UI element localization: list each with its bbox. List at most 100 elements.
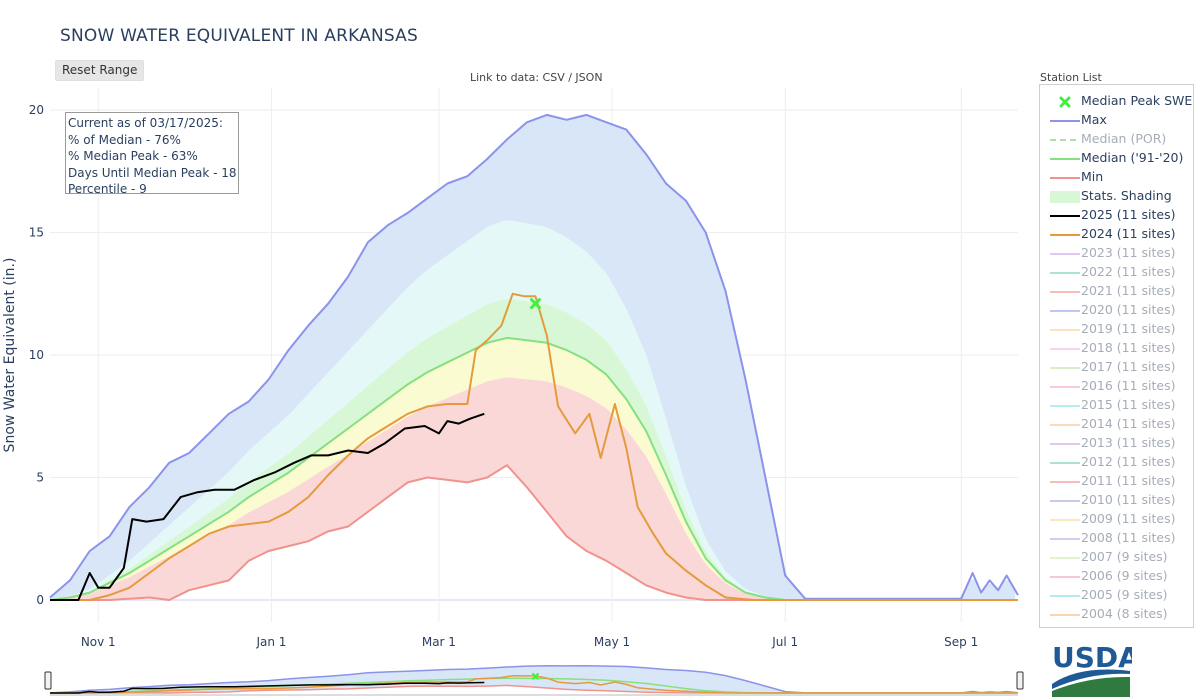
range-slider-handle-left[interactable] [44,671,52,690]
data-link[interactable]: Link to data: CSV / JSON [470,71,603,84]
legend-label: 2024 (11 sites) [1081,226,1176,241]
range-slider-peak-marker [531,672,540,680]
x-tick-label: Jul 1 [771,635,798,649]
legend-item-2006-9-sites[interactable]: 2006 (9 sites) [1040,567,1192,586]
legend-label: 2007 (9 sites) [1081,549,1168,564]
legend-swatch [1050,519,1080,521]
series-line-2025-11-sites [50,412,485,601]
legend-item-2020-11-sites[interactable]: 2020 (11 sites) [1040,301,1192,320]
legend-item-min[interactable]: Min [1040,168,1192,187]
range-slider[interactable] [44,664,1024,696]
legend-swatch [1050,614,1080,616]
usda-logo-text: USDA [1052,643,1132,674]
range-slider-line [50,674,1018,694]
legend-item-median-91-20[interactable]: Median ('91-'20) [1040,149,1192,168]
legend-item-stats-shading[interactable]: Stats. Shading [1040,187,1192,206]
legend-item-median-peak-swe[interactable]: Median Peak SWE [1040,92,1192,111]
legend-item-2016-11-sites[interactable]: 2016 (11 sites) [1040,377,1192,396]
legend-label: 2018 (11 sites) [1081,340,1176,355]
y-tick-label: 10 [29,348,44,362]
legend-swatch [1050,310,1080,312]
legend-swatch [1050,500,1080,502]
status-date-line: Current as of 03/17/2025: [68,116,223,130]
legend-label: Min [1081,169,1104,184]
legend-label: 2011 (11 sites) [1081,473,1176,488]
legend-label: 2013 (11 sites) [1081,435,1176,450]
legend-item-2017-11-sites[interactable]: 2017 (11 sites) [1040,358,1192,377]
legend-swatch [1059,96,1071,108]
legend-swatch [1050,158,1080,160]
legend-label: 2022 (11 sites) [1081,264,1176,279]
status-pct-median-peak: % Median Peak - 63% [68,149,198,163]
y-axis-title: Snow Water Equivalent (in.) [2,258,18,453]
series-line-max [49,113,1019,600]
legend-label: 2017 (11 sites) [1081,359,1176,374]
legend-item-2021-11-sites[interactable]: 2021 (11 sites) [1040,282,1192,301]
legend-item-median-por[interactable]: Median (POR) [1040,130,1192,149]
legend-item-2025-11-sites[interactable]: 2025 (11 sites) [1040,206,1192,225]
legend-label: Max [1081,112,1107,127]
station-list-link[interactable]: Station List [1040,71,1102,84]
legend-label: 2004 (8 sites) [1081,606,1168,621]
legend-item-2019-11-sites[interactable]: 2019 (11 sites) [1040,320,1192,339]
legend-item-2015-11-sites[interactable]: 2015 (11 sites) [1040,396,1192,415]
legend-item-2023-11-sites[interactable]: 2023 (11 sites) [1040,244,1192,263]
shade-band-max-90 [50,115,1016,600]
legend-label: 2019 (11 sites) [1081,321,1176,336]
y-tick-label: 20 [29,103,44,117]
legend-swatch [1050,576,1080,578]
legend-swatch [1050,253,1080,255]
legend-swatch [1050,557,1080,559]
current-status-box: Current as of 03/17/2025: % of Median - … [65,112,239,196]
status-pct-median: % of Median - 76% [68,132,181,147]
legend-label: 2016 (11 sites) [1081,378,1176,393]
usda-logo: USDA [1052,643,1132,697]
legend-item-2009-11-sites[interactable]: 2009 (11 sites) [1040,510,1192,529]
legend-swatch [1050,177,1080,179]
legend-swatch [1050,405,1080,407]
page-title: SNOW WATER EQUIVALENT IN ARKANSAS [60,26,418,46]
legend-label: 2015 (11 sites) [1081,397,1176,412]
legend-label: 2012 (11 sites) [1081,454,1176,469]
legend-swatch [1050,139,1080,141]
legend-label: Median ('91-'20) [1081,150,1184,165]
legend-item-2005-9-sites[interactable]: 2005 (9 sites) [1040,586,1192,605]
legend-swatch [1050,367,1080,369]
x-tick-label: Sep 1 [944,635,978,649]
legend-swatch [1050,538,1080,540]
legend-swatch [1050,120,1080,122]
status-days-until-peak: Days Until Median Peak - 18 [68,165,237,180]
reset-range-button[interactable]: Reset Range [55,60,145,81]
legend-label: 2009 (11 sites) [1081,511,1176,526]
x-tick-label: Mar 1 [422,635,456,649]
x-tick-label: Nov 1 [81,635,116,649]
legend-label: Median Peak SWE [1081,93,1193,108]
legend-item-2007-9-sites[interactable]: 2007 (9 sites) [1040,548,1192,567]
legend-item-2022-11-sites[interactable]: 2022 (11 sites) [1040,263,1192,282]
legend-label: 2010 (11 sites) [1081,492,1176,507]
legend-item-2014-11-sites[interactable]: 2014 (11 sites) [1040,415,1192,434]
legend-item-2008-11-sites[interactable]: 2008 (11 sites) [1040,529,1192,548]
legend-swatch [1050,272,1080,274]
series-line-min [50,464,1018,601]
range-slider-handle-right[interactable] [1016,671,1024,690]
legend-label: 2005 (9 sites) [1081,587,1168,602]
legend-item-2024-11-sites[interactable]: 2024 (11 sites) [1040,225,1192,244]
legend-item-max[interactable]: Max [1040,111,1192,130]
y-tick-label: 0 [36,593,44,607]
legend-label: 2014 (11 sites) [1081,416,1176,431]
legend-swatch [1050,386,1080,388]
x-tick-label: Jan 1 [255,635,286,649]
legend-label: 2020 (11 sites) [1081,302,1176,317]
legend-item-2010-11-sites[interactable]: 2010 (11 sites) [1040,491,1192,510]
legend-swatch [1050,234,1080,236]
legend-item-2018-11-sites[interactable]: 2018 (11 sites) [1040,339,1192,358]
legend-item-2012-11-sites[interactable]: 2012 (11 sites) [1040,453,1192,472]
legend-item-2011-11-sites[interactable]: 2011 (11 sites) [1040,472,1192,491]
legend-item-2004-8-sites[interactable]: 2004 (8 sites) [1040,605,1192,624]
legend-item-2013-11-sites[interactable]: 2013 (11 sites) [1040,434,1192,453]
range-slider-line [50,681,485,694]
legend-label: Stats. Shading [1081,188,1172,203]
legend-swatch [1050,443,1080,445]
